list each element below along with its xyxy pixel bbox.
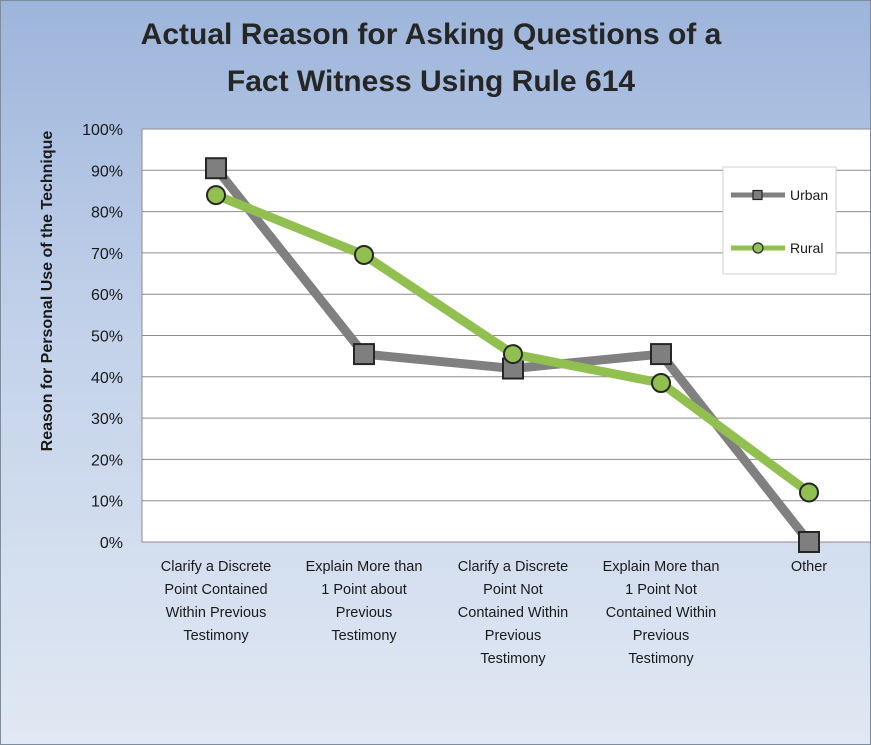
data-point-urban — [650, 343, 672, 366]
chart-title-line-1: Actual Reason for Asking Questions of a — [141, 18, 722, 51]
x-tick-label-line: Within Previous — [166, 605, 267, 621]
chart-title-line-2: Fact Witness Using Rule 614 — [227, 65, 635, 98]
data-point-urban — [353, 343, 375, 366]
y-tick-label: 50% — [91, 329, 123, 346]
x-tick-label-line: Other — [791, 559, 827, 575]
y-axis-label: Reason for Personal Use of the Technique — [39, 131, 56, 452]
x-tick-label-line: Previous — [485, 628, 541, 644]
x-tick-label: Clarify a Discrete Point Not Contained Wit… — [458, 559, 568, 667]
legend: Urban Rural — [722, 166, 837, 275]
x-tick-label-line: 1 Point about — [321, 582, 406, 598]
legend-box — [722, 166, 837, 275]
x-tick-label: Explain More than 1 Point Not Contained Wi… — [603, 559, 720, 667]
legend-item-urban: Urban — [731, 187, 828, 203]
y-tick-label: 30% — [91, 411, 123, 428]
data-point-rural — [354, 244, 374, 265]
x-tick-label-line: Explain More than — [603, 559, 720, 575]
x-tick-label-line: Clarify a Discrete — [161, 559, 271, 575]
x-tick-label-line: Point Contained — [164, 582, 267, 598]
x-tick-label-line: Previous — [633, 628, 689, 644]
x-tick-label-line: 1 Point Not — [625, 582, 697, 598]
y-tick-label: 40% — [91, 370, 123, 387]
legend-marker — [752, 189, 763, 201]
x-tick-label-line: Previous — [336, 605, 392, 621]
series-rural — [206, 185, 819, 503]
y-tick-label: 20% — [91, 452, 123, 469]
legend-marker — [752, 242, 764, 254]
x-tick-label: Clarify a Discrete Point Contained Within … — [161, 559, 271, 644]
legend-label: Rural — [790, 240, 823, 256]
x-tick-label-line: Testimony — [480, 651, 546, 667]
data-point-urban — [205, 157, 227, 180]
data-point-rural — [799, 482, 819, 503]
x-tick-label: Other — [791, 559, 827, 575]
y-tick-label: 70% — [91, 246, 123, 263]
y-tick-label: 100% — [82, 122, 123, 139]
y-tick-label: 10% — [91, 494, 123, 511]
y-tick-label: 60% — [91, 287, 123, 304]
data-point-urban — [798, 531, 820, 553]
y-tick-label: 80% — [91, 205, 123, 222]
x-tick-label-line: Contained Within — [458, 605, 568, 621]
data-point-rural — [206, 185, 226, 206]
x-tick-label-line: Explain More than — [306, 559, 423, 575]
x-tick-label-line: Testimony — [183, 628, 249, 644]
data-point-rural — [503, 344, 523, 365]
x-tick-label-line: Testimony — [628, 651, 694, 667]
data-point-rural — [651, 372, 671, 393]
x-axis-ticks: Clarify a Discrete Point Contained Within … — [161, 559, 827, 667]
y-tick-label: 90% — [91, 163, 123, 180]
y-tick-label: 0% — [100, 535, 123, 552]
x-tick-label-line: Contained Within — [606, 605, 716, 621]
x-tick-label: Explain More than 1 Point about Previous Te… — [306, 559, 423, 644]
legend-label: Urban — [790, 187, 828, 203]
x-tick-label-line: Testimony — [331, 628, 397, 644]
legend-item-rural: Rural — [731, 240, 823, 256]
x-tick-label-line: Clarify a Discrete — [458, 559, 568, 575]
series-layer — [205, 157, 820, 553]
y-axis-ticks: 0% 10% 20% 30% 40% 50% 60% 70% 80% 90% 100% — [82, 122, 123, 552]
x-tick-label-line: Point Not — [483, 582, 543, 598]
